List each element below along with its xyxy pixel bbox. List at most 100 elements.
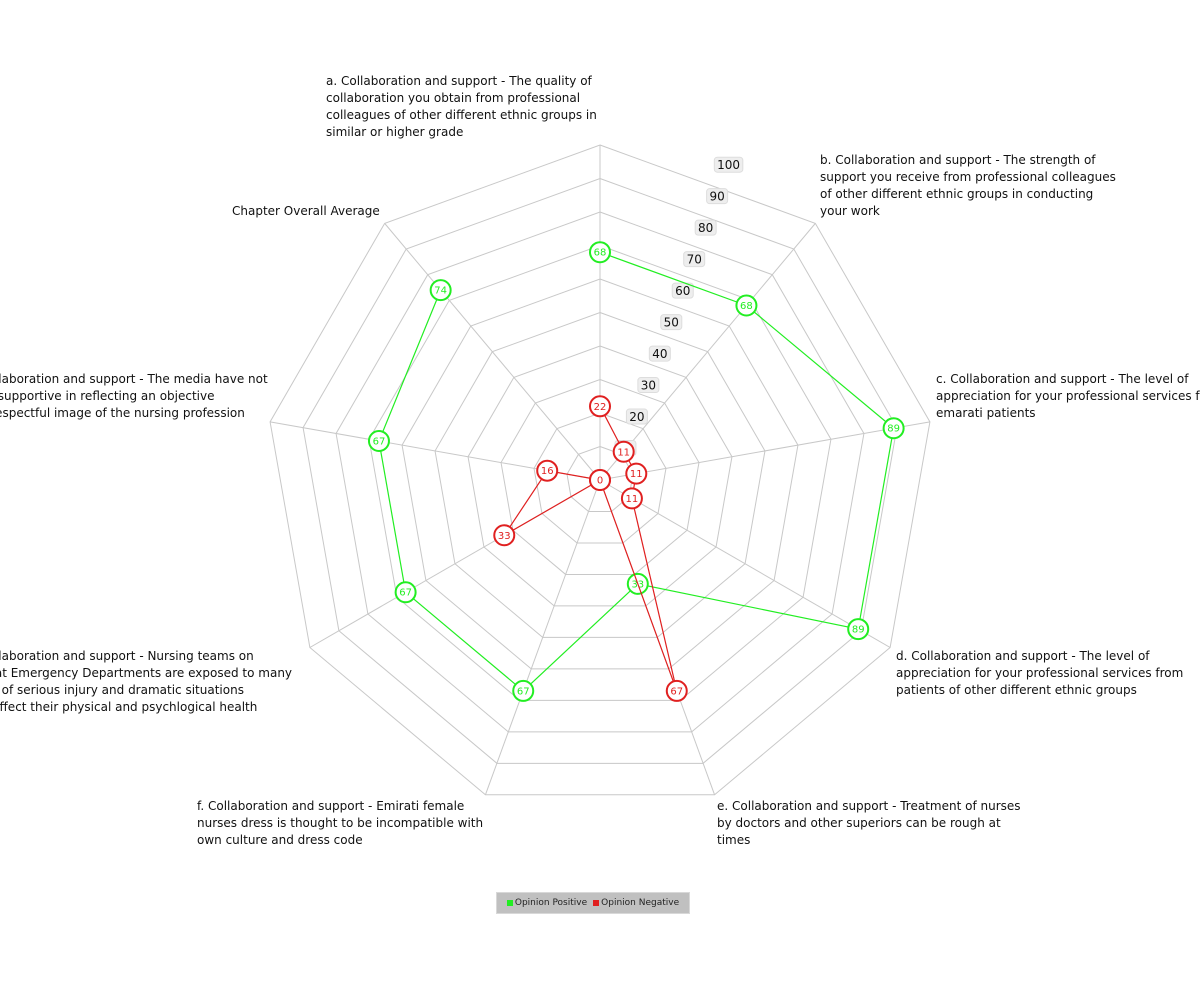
- category-label: a. Collaboration and support - The quali…: [326, 74, 597, 139]
- category-label: g. Collaboration and support - Nursing t…: [0, 649, 292, 714]
- data-label: 68: [740, 301, 753, 312]
- data-point[interactable]: [847, 618, 870, 641]
- category-label-line: been supportive in reflecting an objecti…: [0, 389, 215, 403]
- tick-label: 50: [664, 316, 679, 330]
- data-point[interactable]: [735, 294, 758, 317]
- category-label-line: f. Collaboration and support - Emirati f…: [197, 799, 464, 813]
- category-label-line: h. Collaboration and support - The media…: [0, 372, 268, 386]
- data-label: 33: [498, 531, 511, 542]
- grid-ring-90: [302, 177, 898, 764]
- grid-ring-70: [368, 244, 832, 701]
- data-label: 22: [594, 402, 607, 413]
- category-label-line: duty at Emergency Departments are expose…: [0, 666, 292, 680]
- category-label: h. Collaboration and support - The media…: [0, 372, 268, 420]
- category-label-line: that affect their physical and psychlogi…: [0, 700, 257, 714]
- chart-legend: Opinion Positive Opinion Negative: [496, 892, 690, 914]
- category-label-line: your work: [820, 204, 880, 218]
- data-label: 11: [626, 494, 639, 505]
- tick-label: 20: [629, 410, 644, 424]
- series-line: [503, 406, 678, 692]
- category-label-line: and respectful image of the nursing prof…: [0, 406, 245, 420]
- data-point[interactable]: [493, 524, 516, 547]
- data-point[interactable]: [589, 395, 611, 418]
- grid-ring-40: [467, 345, 733, 607]
- radar-grid: [269, 144, 931, 796]
- data-label: 68: [594, 248, 607, 259]
- category-label: e. Collaboration and support - Treatment…: [717, 799, 1021, 847]
- data-point[interactable]: [625, 462, 648, 485]
- radial-tick-labels: 102030405060708090100: [614, 156, 744, 457]
- category-label-line: collaboration you obtain from profession…: [326, 91, 580, 105]
- tick-label-bg: [713, 156, 744, 173]
- data-point[interactable]: [429, 279, 452, 302]
- category-label-line: b. Collaboration and support - The stren…: [820, 153, 1096, 167]
- legend-item[interactable]: Opinion Positive: [506, 898, 588, 908]
- data-point[interactable]: [367, 430, 390, 453]
- data-point[interactable]: [394, 581, 417, 604]
- category-label-line: g. Collaboration and support - Nursing t…: [0, 649, 254, 663]
- tick-label-bg: [671, 282, 694, 299]
- data-label: 11: [617, 447, 630, 458]
- axis-spoke: [484, 479, 601, 795]
- tick-label: 100: [717, 158, 740, 172]
- tick-label-bg: [648, 345, 671, 362]
- grid-ring-20: [533, 412, 667, 544]
- tick-label: 80: [698, 221, 713, 235]
- data-point[interactable]: [665, 679, 688, 702]
- category-labels: a. Collaboration and support - The quali…: [0, 74, 1200, 847]
- data-label: 67: [670, 686, 683, 697]
- legend-label: Opinion Positive: [514, 898, 588, 908]
- legend-label: Opinion Negative: [601, 898, 680, 908]
- axis-spoke: [384, 223, 601, 481]
- data-point[interactable]: [620, 487, 643, 510]
- data-label: 16: [541, 466, 554, 477]
- category-label-line: times: [717, 833, 750, 847]
- tick-label: 70: [687, 253, 702, 267]
- series-opinion-negative: 2211111167033160: [493, 395, 688, 702]
- tick-label-bg: [694, 219, 717, 236]
- data-point[interactable]: [589, 469, 611, 491]
- legend-swatch: [506, 900, 513, 906]
- category-label-line: appreciation for your professional servi…: [896, 666, 1183, 680]
- category-label-line: c. Collaboration and support - The level…: [936, 372, 1189, 386]
- tick-label-bg: [683, 251, 706, 268]
- category-label: f. Collaboration and support - Emirati f…: [197, 799, 483, 847]
- tick-label: 40: [652, 347, 667, 361]
- axis-spoke: [599, 223, 816, 481]
- category-label: Chapter Overall Average: [232, 204, 380, 218]
- data-point[interactable]: [612, 440, 635, 463]
- legend-item[interactable]: Opinion Negative: [593, 898, 679, 908]
- category-label-line: e. Collaboration and support - Treatment…: [717, 799, 1021, 813]
- grid-ring-10: [566, 445, 634, 512]
- category-label-line: Chapter Overall Average: [232, 204, 380, 218]
- data-label: 89: [852, 625, 865, 636]
- data-series: 6868898933676767742211111167033160: [367, 241, 905, 702]
- grid-ring-80: [335, 211, 865, 733]
- grid-ring-50: [434, 311, 766, 638]
- category-label-line: nurses dress is thought to be incompatib…: [197, 816, 483, 830]
- tick-label: 30: [641, 379, 656, 393]
- data-label: 67: [399, 588, 412, 599]
- grid-ring-30: [500, 378, 700, 575]
- category-label-line: cases of serious injury and dramatic sit…: [0, 683, 244, 697]
- tick-label-bg: [660, 314, 683, 331]
- tick-label: 60: [675, 284, 690, 298]
- data-label: 0: [597, 476, 603, 487]
- axis-spoke: [599, 479, 891, 648]
- data-point[interactable]: [882, 417, 905, 440]
- category-label: b. Collaboration and support - The stren…: [820, 153, 1116, 218]
- data-point[interactable]: [536, 459, 559, 482]
- axis-spoke: [599, 421, 930, 481]
- data-point[interactable]: [512, 679, 535, 702]
- category-label: d. Collaboration and support - The level…: [896, 649, 1183, 697]
- category-label-line: appreciation for your professional servi…: [936, 389, 1200, 403]
- data-label: 11: [630, 469, 643, 480]
- data-point[interactable]: [589, 241, 611, 264]
- category-label-line: d. Collaboration and support - The level…: [896, 649, 1150, 663]
- tick-label-bg: [706, 188, 729, 205]
- grid-ring-60: [401, 278, 799, 670]
- tick-label-bg: [637, 377, 660, 394]
- tick-label: 90: [709, 190, 724, 204]
- category-label-line: own culture and dress code: [197, 833, 363, 847]
- category-label-line: colleagues of other different ethnic gro…: [326, 108, 597, 122]
